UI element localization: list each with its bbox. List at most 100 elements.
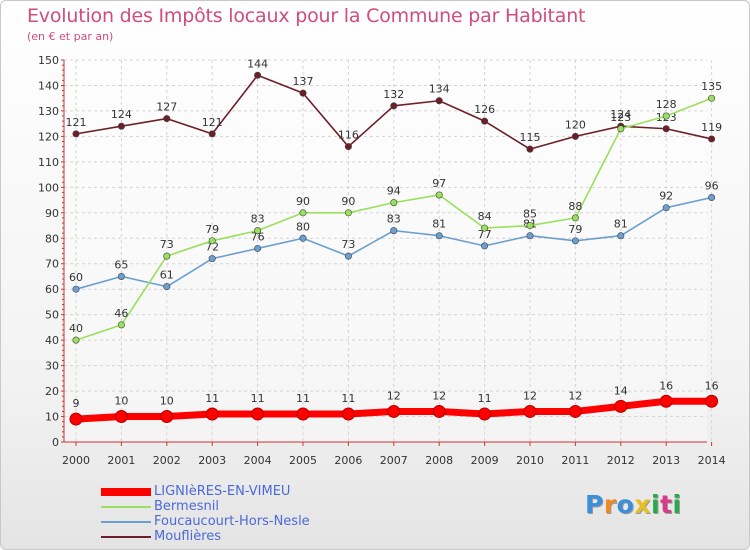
data-label: 81 bbox=[432, 218, 446, 231]
data-point bbox=[72, 285, 80, 293]
plot-area bbox=[64, 60, 707, 442]
x-tick-label: 2004 bbox=[244, 454, 272, 467]
data-point bbox=[254, 244, 262, 252]
data-label: 46 bbox=[114, 307, 128, 320]
data-point bbox=[344, 252, 352, 260]
y-tick-label: 90 bbox=[45, 207, 59, 220]
data-label: 79 bbox=[568, 223, 582, 236]
data-point bbox=[435, 191, 443, 199]
logo-letter: r bbox=[603, 490, 617, 519]
data-label: 119 bbox=[701, 121, 722, 134]
data-point bbox=[435, 97, 443, 105]
data-label: 83 bbox=[251, 213, 265, 226]
data-point bbox=[208, 130, 216, 138]
data-point bbox=[344, 143, 352, 151]
data-label: 123 bbox=[610, 111, 631, 124]
y-tick-label: 0 bbox=[52, 436, 59, 449]
legend-swatch bbox=[101, 506, 151, 508]
data-point bbox=[344, 209, 352, 217]
data-point bbox=[69, 412, 83, 426]
data-label: 61 bbox=[160, 269, 174, 282]
data-label: 60 bbox=[69, 271, 83, 284]
logo-letter: x bbox=[634, 490, 651, 519]
data-point bbox=[163, 115, 171, 123]
data-label: 92 bbox=[659, 190, 673, 203]
data-point bbox=[659, 394, 673, 408]
data-label: 10 bbox=[114, 395, 128, 408]
data-label: 85 bbox=[523, 208, 537, 221]
data-label: 127 bbox=[156, 101, 177, 114]
data-label: 12 bbox=[432, 389, 446, 402]
x-tick-label: 2006 bbox=[334, 454, 362, 467]
data-point bbox=[72, 336, 80, 344]
data-label: 72 bbox=[205, 241, 219, 254]
data-label: 137 bbox=[293, 75, 314, 88]
y-tick-label: 130 bbox=[38, 105, 59, 118]
data-point bbox=[117, 321, 125, 329]
data-point bbox=[299, 209, 307, 217]
data-point bbox=[481, 242, 489, 250]
data-label: 134 bbox=[429, 83, 450, 96]
data-point bbox=[705, 394, 719, 408]
x-tick-label: 2001 bbox=[107, 454, 135, 467]
y-tick-label: 40 bbox=[45, 334, 59, 347]
data-point bbox=[163, 283, 171, 291]
data-label: 11 bbox=[296, 392, 310, 405]
y-tick-label: 150 bbox=[38, 54, 59, 67]
legend-label: Foucaucourt-Hors-Nesle bbox=[154, 514, 310, 529]
x-tick-label: 2009 bbox=[471, 454, 499, 467]
x-tick-label: 2000 bbox=[62, 454, 90, 467]
data-label: 16 bbox=[659, 379, 673, 392]
data-label: 81 bbox=[614, 218, 628, 231]
data-point bbox=[708, 194, 716, 202]
chart-title: Evolution des Impôts locaux pour la Comm… bbox=[27, 5, 586, 27]
data-label: 12 bbox=[568, 389, 582, 402]
data-point bbox=[390, 227, 398, 235]
data-point bbox=[254, 71, 262, 79]
data-label: 65 bbox=[114, 258, 128, 271]
legend-label: Bermesnil bbox=[154, 499, 219, 514]
data-point bbox=[296, 407, 310, 421]
data-point bbox=[526, 232, 534, 240]
data-point bbox=[662, 204, 670, 212]
data-point bbox=[481, 117, 489, 125]
data-point bbox=[571, 214, 579, 222]
data-label: 73 bbox=[160, 238, 174, 251]
logo-letter: t bbox=[660, 490, 673, 519]
data-point bbox=[208, 255, 216, 263]
data-point bbox=[568, 404, 582, 418]
y-tick-label: 100 bbox=[38, 181, 59, 194]
data-label: 90 bbox=[296, 195, 310, 208]
x-tick-label: 2012 bbox=[607, 454, 635, 467]
x-tick-label: 2005 bbox=[289, 454, 317, 467]
data-point bbox=[208, 237, 216, 245]
legend-label: Mouflières bbox=[154, 529, 222, 544]
data-label: 11 bbox=[341, 392, 355, 405]
data-point bbox=[708, 94, 716, 102]
data-label: 135 bbox=[701, 80, 722, 93]
data-label: 14 bbox=[614, 384, 628, 397]
data-label: 120 bbox=[565, 118, 586, 131]
x-tick-label: 2013 bbox=[652, 454, 680, 467]
data-label: 97 bbox=[432, 177, 446, 190]
y-tick-label: 70 bbox=[45, 258, 59, 271]
x-tick-label: 2010 bbox=[516, 454, 544, 467]
data-label: 121 bbox=[66, 116, 87, 129]
data-label: 73 bbox=[341, 238, 355, 251]
data-label: 80 bbox=[296, 220, 310, 233]
data-point bbox=[387, 404, 401, 418]
data-point bbox=[299, 234, 307, 242]
data-label: 144 bbox=[247, 57, 268, 70]
data-label: 12 bbox=[387, 389, 401, 402]
data-point bbox=[117, 122, 125, 130]
data-label: 77 bbox=[478, 228, 492, 241]
legend-label: LIGNIèRES-EN-VIMEU bbox=[154, 484, 291, 499]
data-label: 76 bbox=[251, 230, 265, 243]
data-label: 83 bbox=[387, 213, 401, 226]
data-point bbox=[708, 135, 716, 143]
data-point bbox=[160, 410, 174, 424]
data-point bbox=[72, 130, 80, 138]
data-point bbox=[390, 199, 398, 207]
